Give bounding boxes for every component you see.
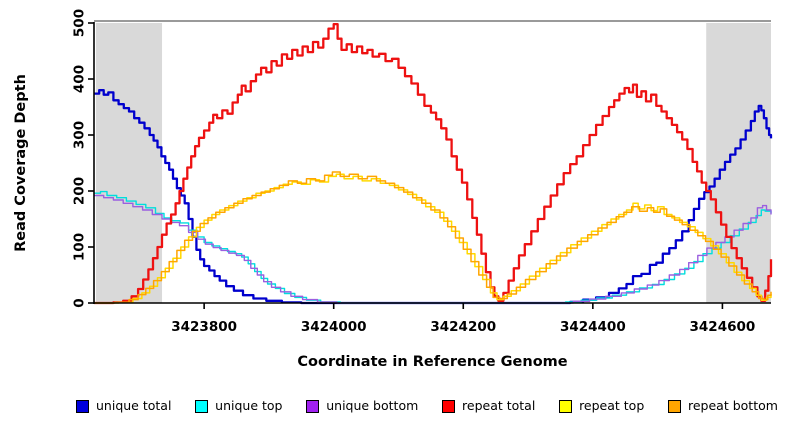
legend-label: repeat bottom (688, 397, 778, 413)
x-tick-label: 3424200 (430, 319, 496, 335)
x-axis-title: Coordinate in Reference Genome (297, 354, 568, 370)
y-axis-title: Read Coverage Depth (13, 74, 29, 252)
x-tick-label: 3423800 (171, 319, 237, 335)
legend-label: unique top (215, 397, 283, 413)
legend-label: repeat top (579, 397, 645, 413)
y-axis-ticks: 0 100 200 300 400 500 (72, 9, 94, 308)
series-line-unique-total (94, 89, 773, 305)
legend-swatch-repeat-bottom (668, 399, 681, 413)
y-tick-label: 200 (72, 177, 88, 205)
x-axis-ticks: 3423800 3424000 3424200 3424400 3424600 (171, 303, 755, 335)
y-tick-label: 300 (72, 121, 88, 149)
legend-item-repeat-bottom: repeat bottom (668, 397, 778, 413)
shaded-region (95, 23, 163, 303)
legend-item-repeat-total: repeat total (442, 397, 536, 413)
x-tick-label: 3424600 (690, 319, 756, 335)
legend-item-unique-bottom: unique bottom (306, 397, 419, 413)
legend-swatch-unique-total (76, 399, 89, 413)
series-line-unique-top (94, 190, 772, 304)
legend-swatch-unique-top (195, 399, 209, 413)
legend-swatch-unique-bottom (306, 399, 320, 413)
shaded-region (706, 23, 771, 303)
x-tick-label: 3424000 (301, 319, 367, 335)
x-tick-label: 3424400 (560, 319, 626, 335)
legend-swatch-repeat-total (442, 399, 456, 413)
legend: unique total unique top unique bottom repea… (76, 395, 778, 417)
y-tick-label: 500 (72, 9, 88, 37)
legend-label: unique bottom (326, 397, 419, 413)
coverage-series-lines (94, 22, 773, 305)
legend-item-unique-top: unique top (195, 397, 283, 413)
legend-item-repeat-top: repeat top (559, 397, 645, 413)
y-tick-label: 0 (72, 298, 88, 307)
chart-area: 3423800 3424000 3424200 3424400 3424600 0 100… (72, 9, 773, 335)
series-line-repeat-bottom (94, 171, 772, 304)
legend-swatch-repeat-top (559, 399, 573, 413)
y-tick-label: 100 (72, 233, 88, 261)
series-line-repeat-total (94, 22, 773, 305)
shaded-repeat-regions (95, 23, 771, 303)
legend-label: repeat total (462, 397, 536, 413)
legend-item-unique-total: unique total (76, 397, 172, 413)
y-tick-label: 400 (72, 65, 88, 93)
legend-label: unique total (96, 397, 172, 413)
